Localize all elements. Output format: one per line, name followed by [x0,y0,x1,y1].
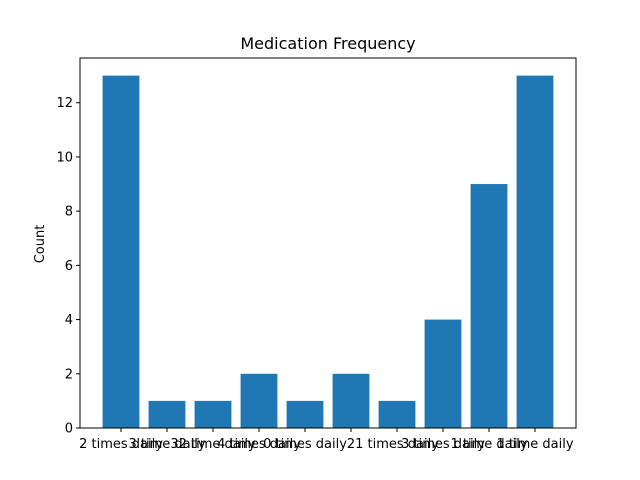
x-tick-label-7: 3 times daily [401,437,485,452]
y-tick-label-1: 2 [65,367,73,382]
y-axis-label: Count [33,225,48,264]
plot-frame [79,57,577,429]
bar-2 [194,400,232,428]
x-tick-label-3: 4 times daily [217,437,301,452]
y-tick-label-4: 8 [65,205,73,220]
bar-6 [378,400,416,428]
bar-9 [516,75,554,429]
y-tick-label-6: 12 [56,96,73,111]
bar-5 [332,373,370,428]
bars-group [102,75,554,429]
bar-8 [470,184,508,428]
bar-3 [240,373,278,428]
bar-0 [102,75,140,429]
x-tick-label-9: 1 time daily [496,437,573,452]
y-tick-label-2: 4 [65,313,73,328]
x-tick-label-0: 2 times daily [79,437,163,452]
y-tick-label-0: 0 [65,422,73,437]
x-tick-label-6: 1 times daily [355,437,439,452]
x-tick-label-1: 3 time daily [128,437,205,452]
chart-title: Medication Frequency [240,34,415,53]
y-tick-label-3: 6 [65,259,73,274]
bar-1 [148,400,186,428]
x-tick-label-8: 1 time daily [450,437,527,452]
y-axis-ticks: 0 2 4 6 8 10 12 [56,96,80,437]
x-tick-label-4: 0 times daily [263,437,347,452]
bar-7 [424,319,462,428]
x-tick-label-2: 32 time daily [170,437,256,452]
x-tick-label-5: 2 [347,437,355,452]
y-tick-label-5: 10 [56,150,73,165]
bar-4 [286,400,324,428]
